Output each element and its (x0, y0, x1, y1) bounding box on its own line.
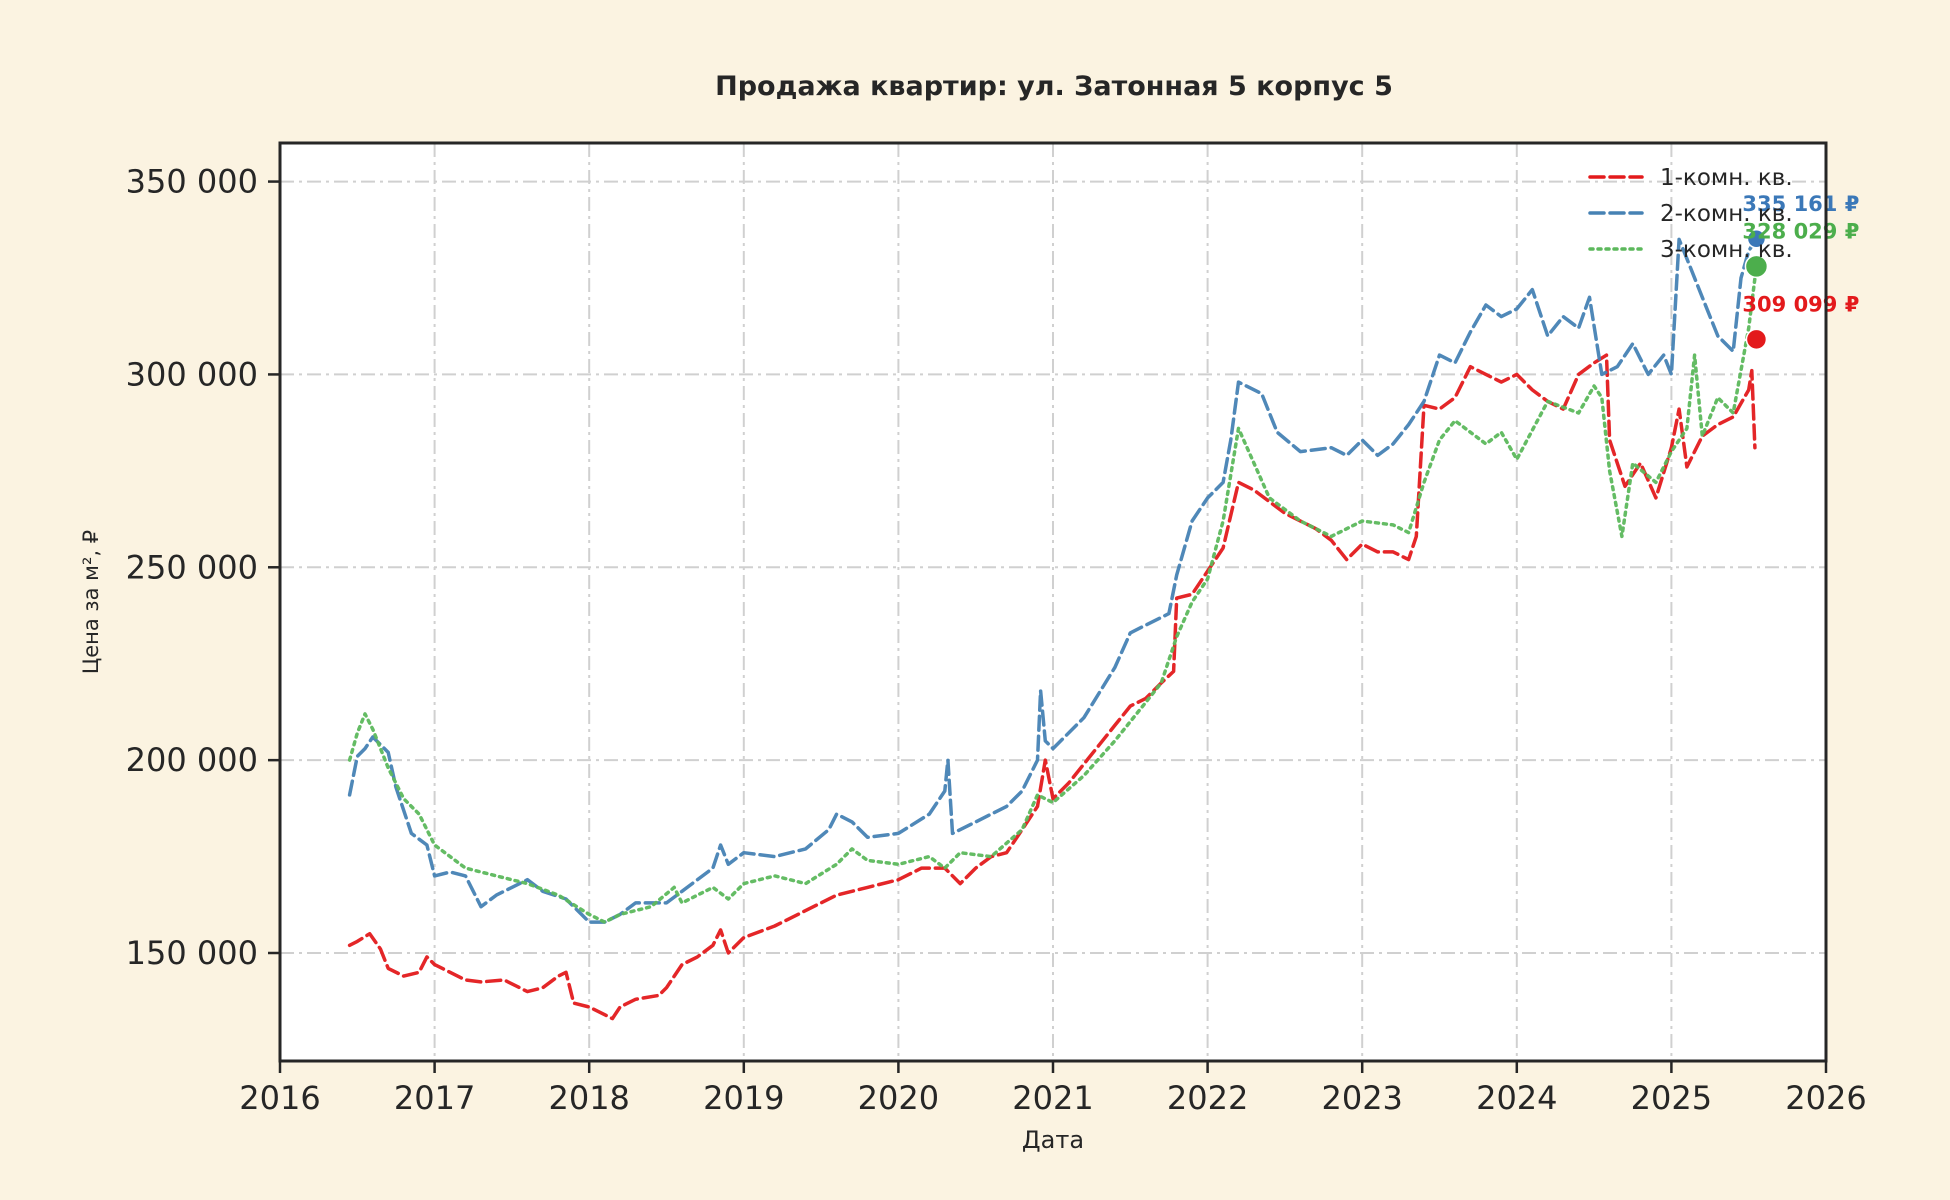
y-axis: 150 000 200 000 250 000 300 000 350 000 (126, 163, 280, 972)
end-value-label: 328 029 ₽ (1742, 219, 1859, 243)
legend: 1-комн. кв. 2-комн. кв. 3-комн. кв. (1588, 165, 1793, 263)
x-tick-label: 2019 (703, 1079, 784, 1117)
x-tick-label: 2018 (548, 1079, 629, 1117)
series-group (347, 237, 1759, 1021)
y-tick-label: 200 000 (126, 741, 258, 779)
x-tick-label: 2023 (1321, 1079, 1402, 1117)
y-tick-label: 150 000 (126, 934, 258, 972)
legend-label: 3-комн. кв. (1660, 237, 1793, 263)
legend-label: 2-комн. кв. (1660, 201, 1793, 227)
chart-title: Продажа квартир: ул. Затонная 5 корпус 5 (715, 71, 1393, 102)
x-tick-label: 2016 (239, 1079, 320, 1117)
annotation-group: 335 161 ₽ 328 029 ₽ 309 099 ₽ (1742, 192, 1859, 351)
end-point-marker (1746, 229, 1767, 249)
series-line-1 (347, 353, 1757, 1021)
grid (280, 143, 1826, 1061)
x-tick-label: 2022 (1167, 1079, 1248, 1117)
end-value-label: 309 099 ₽ (1742, 292, 1859, 316)
end-point-marker (1744, 254, 1769, 279)
end-point-marker (1745, 328, 1768, 351)
y-tick-label: 350 000 (126, 163, 258, 201)
legend-label: 1-комн. кв. (1660, 165, 1793, 191)
x-tick-label: 2017 (394, 1079, 475, 1117)
y-tick-label: 300 000 (126, 355, 258, 393)
x-tick-label: 2026 (1785, 1079, 1866, 1117)
x-axis: 2016 2017 2018 2019 2020 2021 2022 2023 2024 2025… (239, 1061, 1867, 1117)
end-value-label: 335 161 ₽ (1742, 192, 1859, 216)
series-line-2 (347, 237, 1759, 924)
x-tick-label: 2025 (1631, 1079, 1712, 1117)
x-axis-label: Дата (1022, 1126, 1084, 1154)
y-tick-label: 250 000 (126, 548, 258, 586)
x-tick-label: 2024 (1476, 1079, 1557, 1117)
x-tick-label: 2021 (1012, 1079, 1093, 1117)
x-tick-label: 2020 (858, 1079, 939, 1117)
y-axis-label: Цена за м², ₽ (79, 530, 103, 674)
series-line-3 (347, 264, 1759, 924)
